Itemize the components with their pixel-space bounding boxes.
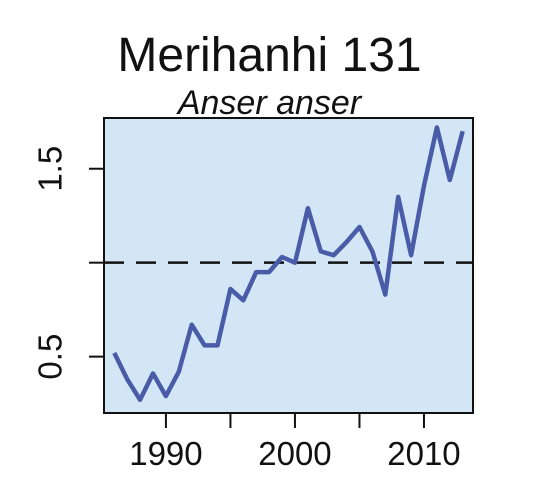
y-tick-label: 0.5 [32, 334, 69, 380]
y-axis: 0.5 1.5 [32, 146, 105, 380]
x-tick-label: 2000 [258, 435, 331, 472]
chart-subtitle: Anser anser [177, 84, 362, 122]
plot-area [103, 117, 474, 414]
y-tick-label: 1.5 [32, 146, 69, 192]
x-tick-label: 2010 [387, 435, 460, 472]
x-axis: 1990 2000 2010 [129, 412, 461, 472]
x-tick-label: 1990 [129, 435, 202, 472]
chart-title: Merihanhi 131 [117, 29, 422, 82]
series-line [112, 125, 465, 403]
